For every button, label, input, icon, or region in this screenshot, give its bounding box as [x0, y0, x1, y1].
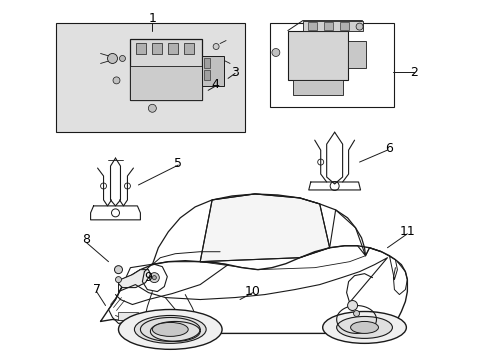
Bar [292, 80, 342, 95]
Bar [203, 71, 210, 80]
Bar [130, 39, 202, 100]
Text: 1: 1 [148, 12, 156, 25]
Bar [302, 21, 362, 31]
Bar [56, 23, 244, 132]
Text: 5: 5 [174, 157, 182, 170]
Text: 11: 11 [399, 225, 414, 238]
Bar [347, 41, 365, 68]
Bar [130, 67, 202, 100]
Bar [168, 42, 178, 54]
Polygon shape [200, 194, 329, 262]
Circle shape [152, 276, 156, 280]
Circle shape [213, 44, 219, 50]
Bar [136, 42, 146, 54]
Ellipse shape [322, 311, 406, 343]
Text: 10: 10 [244, 285, 261, 298]
Bar [269, 23, 394, 107]
Bar [118, 312, 138, 320]
Text: 6: 6 [385, 141, 392, 155]
Text: 3: 3 [231, 66, 239, 79]
Circle shape [149, 273, 159, 283]
Circle shape [355, 23, 362, 30]
Text: 9: 9 [144, 271, 152, 284]
Bar [184, 42, 194, 54]
Ellipse shape [118, 310, 222, 349]
Circle shape [271, 49, 279, 57]
Text: 7: 7 [92, 283, 101, 296]
Bar [323, 22, 332, 30]
Ellipse shape [336, 316, 392, 338]
Circle shape [347, 301, 357, 310]
Text: 8: 8 [82, 233, 90, 246]
Bar [307, 22, 316, 30]
Circle shape [114, 266, 122, 274]
Ellipse shape [152, 323, 188, 336]
Text: 2: 2 [409, 66, 417, 79]
Circle shape [113, 77, 120, 84]
Circle shape [119, 55, 125, 62]
Bar [152, 42, 162, 54]
Polygon shape [118, 270, 150, 288]
Bar [287, 31, 347, 80]
Circle shape [115, 276, 121, 283]
Bar [339, 22, 348, 30]
Ellipse shape [134, 315, 206, 343]
Bar [203, 58, 210, 68]
Circle shape [148, 104, 156, 112]
Ellipse shape [350, 321, 378, 333]
Circle shape [107, 54, 117, 63]
Bar [202, 57, 224, 86]
Text: 4: 4 [211, 78, 219, 91]
Circle shape [353, 310, 359, 316]
